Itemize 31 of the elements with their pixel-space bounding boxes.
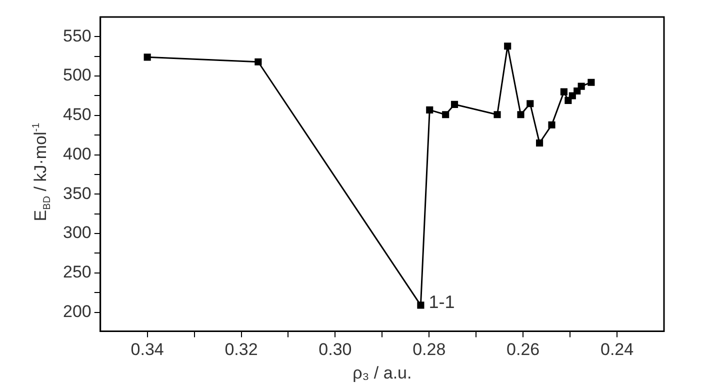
point: [517, 111, 524, 118]
point: [504, 42, 512, 50]
point: [548, 121, 556, 128]
x-tick-label: 0.28: [412, 340, 446, 360]
point: [254, 58, 262, 66]
y-tick-label: 500: [62, 66, 92, 85]
x-tick-label: 0.32: [224, 340, 258, 360]
x-tick-label: 0.30: [318, 340, 352, 360]
point: [442, 111, 450, 118]
y-tick-label: 450: [62, 105, 92, 124]
point: [526, 100, 534, 108]
y-tick-label: 200: [62, 302, 92, 321]
point: [494, 111, 501, 118]
point: [450, 100, 458, 108]
annotation: 1-1: [428, 292, 455, 312]
point: [417, 302, 424, 309]
x-tick-label: 0.26: [506, 340, 540, 360]
x-tick-label: 0.34: [130, 340, 164, 360]
x-tick-label: 0.24: [600, 340, 634, 360]
point: [426, 106, 434, 114]
y-tick-label: 550: [62, 26, 92, 46]
point: [560, 88, 568, 96]
point: [144, 54, 151, 61]
y-tick-label: 350: [62, 184, 92, 203]
point: [588, 78, 595, 86]
y-tick-label: 300: [62, 223, 92, 242]
y-tick-label: 250: [62, 262, 92, 282]
x-axis-title: ρ₃ / a.u.: [352, 363, 412, 382]
y-tick-label: 400: [62, 144, 92, 164]
point: [536, 139, 544, 147]
point: [578, 82, 585, 90]
